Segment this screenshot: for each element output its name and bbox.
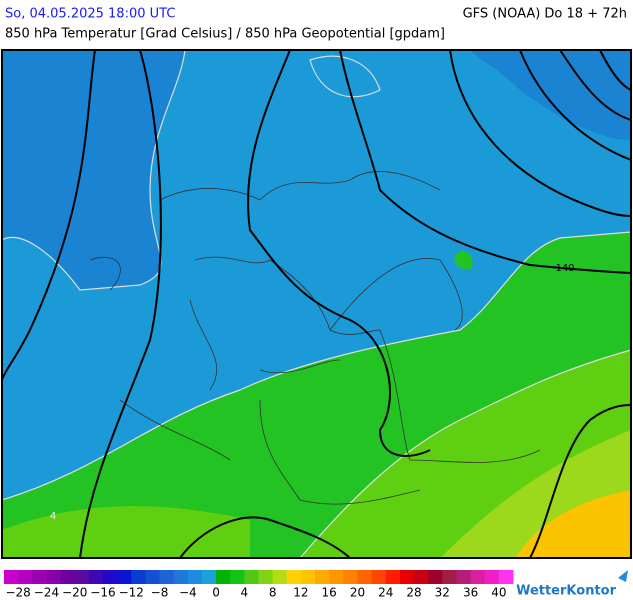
colorbar-tick-label: −8: [151, 586, 169, 600]
colorbar-tick-label: −16: [90, 586, 115, 600]
colorbar-segment: [4, 570, 19, 584]
logo: WetterKontor: [516, 570, 628, 599]
colorbar-tick-label: 16: [322, 586, 337, 600]
borders: [89, 171, 541, 505]
colorbar-tick-label: −12: [119, 586, 144, 600]
colorbar-segment: [159, 570, 175, 584]
colorbar-segment: [18, 570, 33, 584]
colorbar-segment: [385, 570, 401, 584]
colorbar-segment: [456, 570, 472, 584]
date-label: So, 04.05.2025 18:00 UTC: [5, 7, 175, 22]
colorbar-tick-label: 20: [350, 586, 365, 600]
colorbar-tick-label: 4: [241, 586, 249, 600]
colorbar-tick-label: −24: [34, 586, 59, 600]
colorbar-segment: [244, 570, 259, 584]
colorbar-segment: [32, 570, 47, 584]
colorbar-segment: [216, 570, 231, 584]
colorbar-segment: [201, 570, 217, 584]
colorbar-tick-label: 36: [463, 586, 478, 600]
colorbar-segment: [414, 570, 429, 584]
colorbar-segment: [498, 570, 514, 584]
colorbar-tick-label: 32: [435, 586, 450, 600]
colorbar-segment: [428, 570, 443, 584]
colorbar-segment: [484, 570, 500, 584]
colorbar-segment: [399, 570, 415, 584]
colorbar-tick-label: 28: [406, 586, 421, 600]
temp-field: [470, 50, 631, 140]
isotherms: [2, 50, 631, 558]
colorbar-segment: [88, 570, 104, 584]
colorbar-tick-label: −4: [179, 586, 197, 600]
colorbar-tick-label: 8: [269, 586, 277, 600]
colorbar-tick-label: 40: [491, 586, 506, 600]
contour-label: 140: [555, 263, 574, 274]
colorbar-tick-label: −28: [5, 586, 30, 600]
colorbar-segment: [117, 570, 132, 584]
colorbar-segment: [442, 570, 457, 584]
colorbar-segment: [329, 570, 344, 584]
map: 140 4: [1, 49, 632, 559]
colorbar-segment: [131, 570, 146, 584]
colorbar-tick-label: 24: [378, 586, 393, 600]
colorbar-segment: [258, 570, 274, 584]
colorbar-segment: [272, 570, 288, 584]
colorbar-segment: [300, 570, 316, 584]
colorbar-segment: [357, 570, 373, 584]
colorbar: −28 −24 −20 −16 −12 −8 −4 0 4 8 12 16 20 24 28 32 36 40: [4, 570, 514, 600]
colorbar-segment: [371, 570, 387, 584]
logo-icon: [618, 570, 628, 582]
contour-label: 4: [50, 511, 56, 522]
temp-field: [2, 50, 185, 290]
colorbar-segment: [46, 570, 62, 584]
map-frame: [1, 49, 632, 559]
colorbar-segment: [74, 570, 90, 584]
logo-text: WetterKontor: [516, 584, 617, 599]
model-label: GFS (NOAA) Do 18 + 72h: [463, 7, 627, 22]
colorbar-tick-label: −20: [62, 586, 87, 600]
colorbar-segment: [173, 570, 189, 584]
colorbar-segment: [315, 570, 330, 584]
temp-field: [2, 506, 250, 558]
colorbar-segment: [286, 570, 302, 584]
geopotential-contours: [2, 50, 631, 558]
colorbar-segment: [102, 570, 118, 584]
colorbar-segment: [60, 570, 76, 584]
subtitle: 850 hPa Temperatur [Grad Celsius] / 850 …: [5, 27, 445, 42]
colorbar-segment: [470, 570, 486, 584]
colorbar-segment: [145, 570, 161, 584]
colorbar-segment: [343, 570, 358, 584]
colorbar-segment: [230, 570, 245, 584]
colorbar-tick-label: 12: [293, 586, 308, 600]
temp-field: [515, 490, 631, 558]
colorbar-segment: [187, 570, 203, 584]
temp-field: [454, 250, 473, 270]
colorbar-tick-label: 0: [212, 586, 220, 600]
